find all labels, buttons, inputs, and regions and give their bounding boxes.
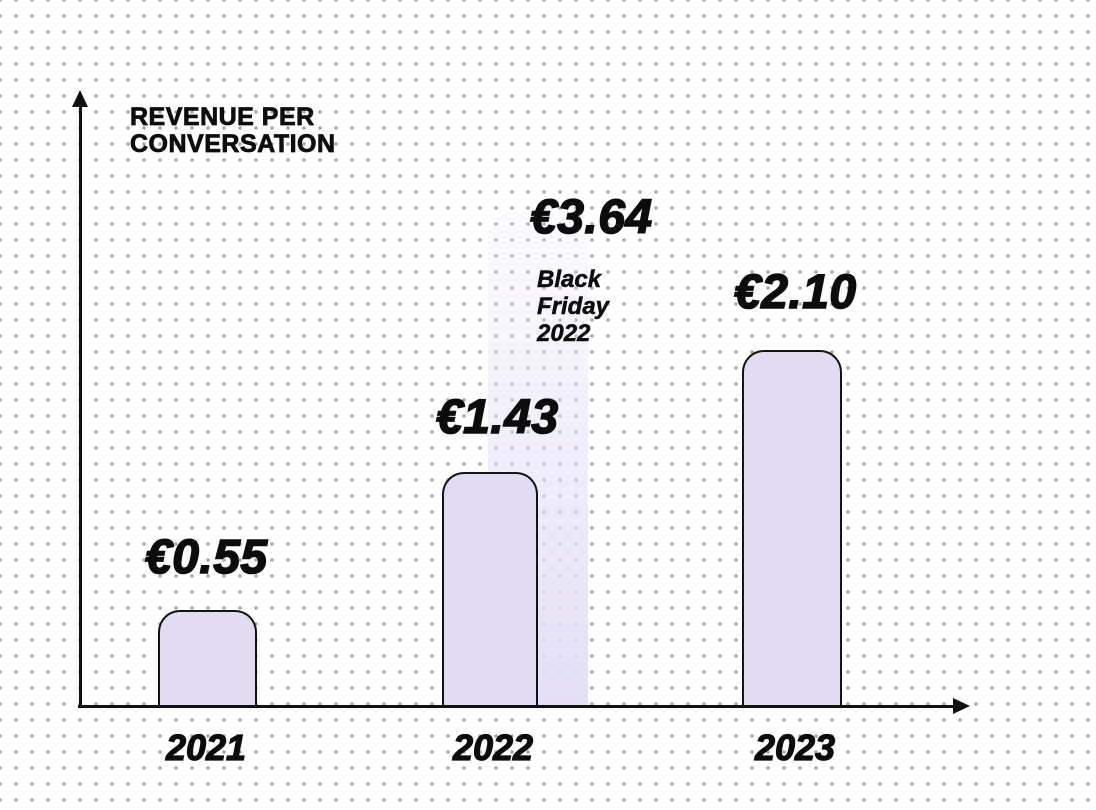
value-label-2021: €0.55 — [144, 531, 268, 584]
annotation-caption: Black Friday 2022 — [537, 266, 610, 348]
x-axis-arrow-icon — [953, 698, 970, 714]
bar-2021 — [158, 610, 257, 708]
bar-2023 — [742, 350, 842, 708]
y-axis-arrow-icon — [72, 90, 88, 107]
annotation-value-label: €3.64 — [529, 191, 653, 244]
x-axis-line — [78, 705, 958, 708]
x-tick-label-2022: 2022 — [452, 727, 534, 768]
x-tick-label-2023: 2023 — [754, 727, 836, 768]
bar-2022 — [442, 472, 538, 708]
x-tick-label-2021: 2021 — [165, 727, 247, 768]
y-axis-line — [79, 100, 82, 707]
chart-title: REVENUE PER CONVERSATION — [130, 103, 336, 158]
value-label-2022: €1.43 — [435, 391, 559, 444]
value-label-2023: €2.10 — [733, 266, 857, 319]
